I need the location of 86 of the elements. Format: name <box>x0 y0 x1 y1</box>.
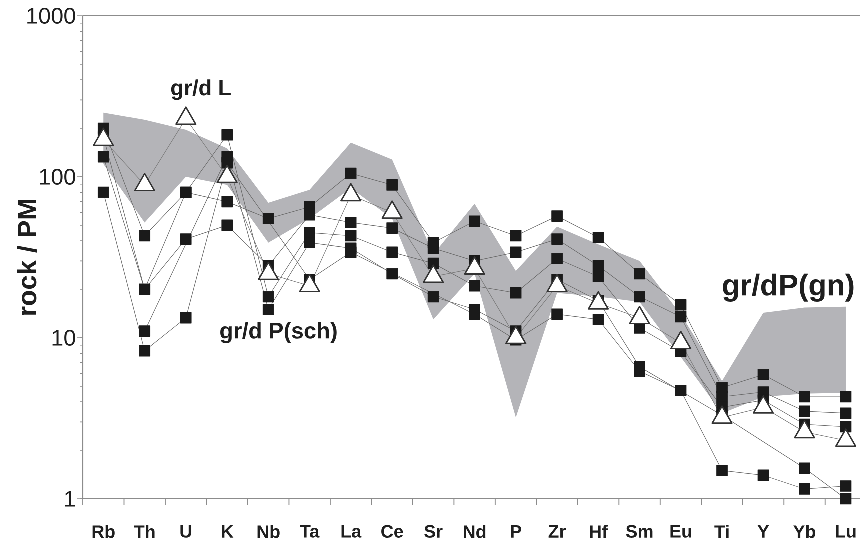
y-tick-label: 100 <box>40 168 76 186</box>
point <box>799 391 810 403</box>
point <box>222 129 234 141</box>
y-tick-label: 10 <box>52 330 76 346</box>
point <box>510 230 522 242</box>
point <box>304 227 316 238</box>
x-tick-label: Eu <box>670 525 692 538</box>
point <box>840 480 852 492</box>
point <box>304 209 316 221</box>
point <box>222 196 234 208</box>
point <box>634 291 646 303</box>
point <box>716 464 728 476</box>
x-tick-label: Ti <box>714 525 729 538</box>
annotation: gr/d L <box>171 80 231 100</box>
point <box>345 168 357 180</box>
point <box>758 470 770 482</box>
y-tick-label: 1 <box>65 491 76 507</box>
point <box>262 291 274 303</box>
point <box>840 408 852 420</box>
point <box>634 366 646 378</box>
point <box>469 280 480 292</box>
x-tick-label: Sr <box>424 525 443 538</box>
point <box>139 345 151 357</box>
point <box>592 271 604 282</box>
point <box>469 308 480 320</box>
point <box>592 232 604 244</box>
point <box>675 311 687 323</box>
x-tick-label: Nb <box>258 525 280 538</box>
point <box>386 222 398 234</box>
x-tick-label: K <box>222 525 234 538</box>
point <box>799 484 810 495</box>
point <box>386 268 398 280</box>
x-tick-label: U <box>180 525 192 538</box>
annotation: gr/dP(gn) <box>723 274 854 302</box>
x-tick-label: Zr <box>548 525 566 538</box>
point <box>675 299 687 311</box>
point <box>345 230 357 242</box>
point <box>592 260 604 272</box>
point <box>345 246 357 258</box>
point <box>262 304 274 316</box>
point <box>840 391 852 403</box>
point <box>552 234 563 246</box>
point <box>180 312 192 324</box>
point <box>304 237 316 249</box>
x-tick-label: Th <box>134 525 155 538</box>
point <box>716 391 728 403</box>
x-tick-label: Lu <box>836 525 856 538</box>
x-tick-label: P <box>511 525 522 538</box>
point <box>510 287 522 299</box>
y-axis-title: rock / PM <box>17 200 37 316</box>
x-tick-label: Nd <box>464 525 486 538</box>
point <box>386 179 398 191</box>
x-tick-label: Ta <box>300 525 320 538</box>
point <box>510 246 522 258</box>
x-tick-label: Rb <box>92 525 115 538</box>
point <box>139 230 151 242</box>
point <box>469 216 480 228</box>
point <box>98 151 110 163</box>
point <box>552 210 563 222</box>
point <box>262 213 274 224</box>
point <box>428 242 440 254</box>
point <box>222 157 234 169</box>
point <box>222 220 234 232</box>
point <box>799 462 810 474</box>
x-tick-label: La <box>342 525 362 538</box>
point <box>98 186 110 198</box>
point <box>428 291 440 303</box>
x-tick-label: Ce <box>382 525 404 538</box>
point <box>675 385 687 396</box>
x-tick-label: Yb <box>794 525 816 538</box>
point <box>345 217 357 228</box>
point <box>634 268 646 280</box>
annotation: gr/d P(sch) <box>220 322 337 344</box>
y-tick-label: 1000 <box>28 8 76 24</box>
x-tick-label: Y <box>758 525 770 538</box>
point <box>799 406 810 418</box>
point <box>552 253 563 265</box>
point <box>758 369 770 381</box>
point <box>386 246 398 258</box>
point <box>840 493 852 505</box>
point <box>552 308 563 320</box>
point <box>180 234 192 246</box>
point <box>592 314 604 326</box>
x-tick-label: Sm <box>626 525 653 538</box>
x-tick-label: Hf <box>590 525 608 538</box>
point <box>139 326 151 338</box>
